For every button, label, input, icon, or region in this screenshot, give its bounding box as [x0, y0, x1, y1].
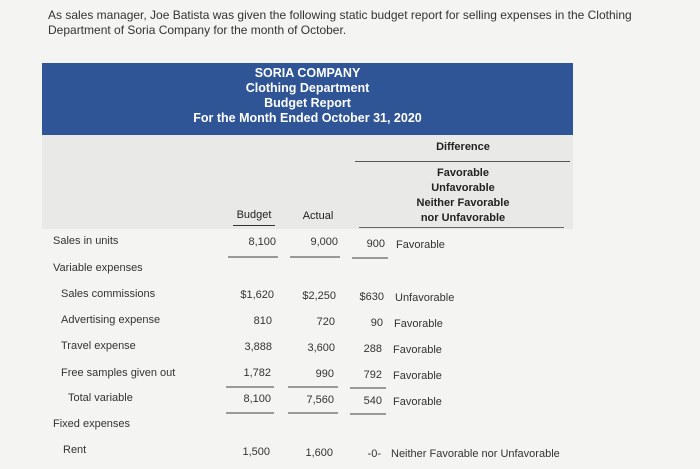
- row-label-rent: Rent: [63, 444, 87, 456]
- row-label-total-variable: Total variable: [68, 392, 133, 404]
- rule-actual-samples: [288, 386, 338, 388]
- company-name: SORIA COMPANY: [254, 66, 361, 80]
- row-label-free-samples: Free samples given out: [61, 367, 176, 379]
- rule-actual-total: [288, 412, 338, 414]
- difference-header: Difference: [436, 141, 490, 153]
- actual-advertising: 720: [316, 316, 335, 328]
- diff-rent: -0-: [367, 448, 381, 460]
- diff-free-samples: 792: [363, 369, 382, 381]
- budget-advertising: 810: [253, 315, 272, 327]
- rule-budget-total: [226, 412, 274, 414]
- rule-diff-units: [352, 257, 388, 259]
- budget-sales-units: 8,100: [248, 236, 276, 248]
- column-header-area: [42, 135, 573, 229]
- status-travel: Favorable: [393, 344, 442, 356]
- rule-diff-total: [350, 413, 386, 415]
- row-label-sales-commissions: Sales commissions: [61, 288, 156, 300]
- legend-nor-unfavorable: nor Unfavorable: [420, 212, 506, 224]
- legend-neither: Neither Favorable: [416, 197, 510, 209]
- status-advertising: Favorable: [394, 318, 443, 330]
- rule-diff-samples: [350, 387, 386, 389]
- status-sales-commissions: Unfavorable: [395, 292, 455, 304]
- row-label-travel: Travel expense: [61, 340, 136, 352]
- report-title: Budget Report: [264, 96, 351, 110]
- diff-sales-units: 900: [366, 238, 385, 250]
- difference-underline: [359, 227, 564, 228]
- budget-underline: [233, 225, 275, 226]
- budget-rent: 1,500: [242, 446, 270, 458]
- report-period: For the Month Ended October 31, 2020: [193, 111, 422, 125]
- budget-total-variable: 8,100: [243, 393, 271, 405]
- diff-sales-commissions: $630: [359, 291, 384, 303]
- intro-text: As sales manager, Joe Batista was given …: [48, 8, 632, 37]
- row-label-variable-expenses: Variable expenses: [53, 262, 143, 274]
- budget-free-samples: 1,782: [243, 367, 271, 379]
- rule-budget-samples: [226, 386, 274, 388]
- department-name: Clothing Department: [245, 81, 370, 95]
- budget-travel: 3,888: [244, 341, 272, 353]
- actual-rent: 1,600: [305, 447, 333, 459]
- row-label-sales-units: Sales in units: [53, 235, 119, 247]
- actual-total-variable: 7,560: [306, 394, 334, 406]
- status-rent: Neither Favorable nor Unfavorable: [391, 448, 560, 460]
- legend-unfavorable: Unfavorable: [431, 182, 495, 194]
- actual-sales-commissions: $2,250: [302, 290, 336, 302]
- rule-budget-units: [228, 256, 278, 258]
- actual-free-samples: 990: [315, 368, 334, 380]
- rule-actual-units: [290, 256, 340, 258]
- actual-header: Actual: [302, 210, 334, 222]
- diff-travel: 288: [363, 343, 382, 355]
- legend-favorable: Favorable: [437, 167, 489, 179]
- row-label-fixed-expenses: Fixed expenses: [53, 418, 131, 430]
- status-total-variable: Favorable: [393, 396, 442, 408]
- row-label-advertising: Advertising expense: [61, 314, 161, 326]
- difference-rule: [355, 161, 570, 162]
- diff-advertising: 90: [370, 317, 383, 329]
- status-free-samples: Favorable: [393, 370, 442, 382]
- actual-travel: 3,600: [307, 342, 335, 354]
- budget-sales-commissions: $1,620: [240, 289, 274, 301]
- budget-header: Budget: [236, 209, 272, 221]
- status-sales-units: Favorable: [396, 239, 445, 251]
- report-header: SORIA COMPANY Clothing Department Budget…: [42, 63, 573, 135]
- actual-sales-units: 9,000: [310, 236, 338, 248]
- diff-total-variable: 540: [363, 395, 382, 407]
